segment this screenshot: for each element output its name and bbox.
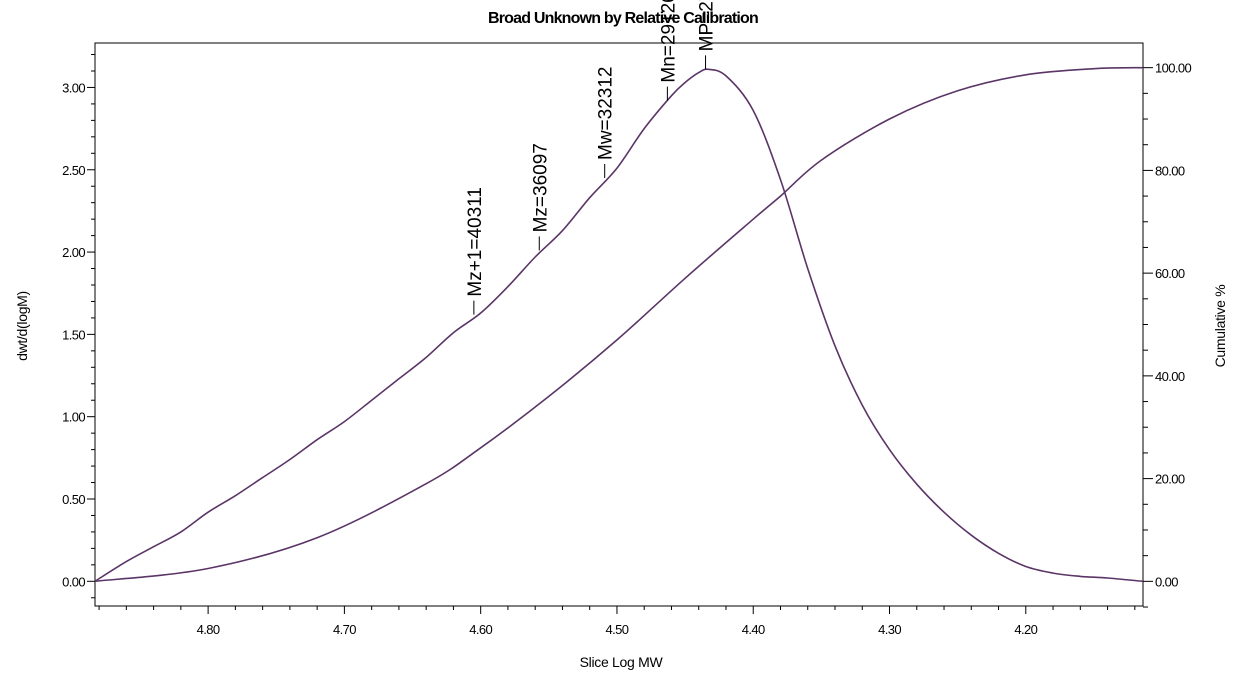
y-tick-label: 1.00 (62, 410, 85, 425)
distribution-series-line (94, 68, 1144, 583)
y-tick-label: 2.50 (62, 163, 85, 178)
series-layer (94, 66, 1144, 583)
y-tick-label: 0.50 (62, 492, 85, 507)
x-tick-label: 4.70 (333, 622, 356, 637)
annotation-label: Mz=36097 (530, 143, 551, 232)
annotation-label: Mw=32312 (596, 67, 617, 160)
annotation-label: MP=27227 (697, 0, 718, 51)
chart-title: Broad Unknown by Relative Calibration (488, 10, 758, 27)
plot-frame (94, 42, 1144, 607)
x-tick-label: 4.80 (197, 622, 220, 637)
x-tick-label: 4.30 (878, 622, 901, 637)
y2-tick-label: 40.00 (1155, 369, 1185, 384)
y-tick-label: 1.50 (62, 327, 85, 342)
annotation-layer: Mz+1=40311 Mz=36097 Mw=32312 Mn=29126 MP=272… (465, 0, 718, 315)
y-tick-label: 2.00 (62, 245, 85, 260)
x-tick-label: 4.50 (606, 622, 629, 637)
x-tick-label: 4.20 (1014, 622, 1037, 637)
y-tick-label: 3.00 (62, 80, 85, 95)
x-tick-label: 4.60 (469, 622, 492, 637)
y2-tick-label: 0.00 (1155, 574, 1178, 589)
y2-tick-label: 100.00 (1155, 61, 1192, 76)
y2-tick-label: 20.00 (1155, 472, 1185, 487)
annotation-label: Mn=29126 (658, 0, 679, 83)
ticks-layer: 4.80 4.70 4.60 4.50 4.40 4.30 4.20 0.00 0.50 1.00… (62, 54, 1192, 637)
y-axis-label: dwt/d(logM) (14, 291, 30, 361)
y2-tick-label: 60.00 (1155, 266, 1185, 281)
annotation-label: Mz+1=40311 (465, 187, 486, 297)
y2-axis-label: Cumulative % (1212, 285, 1228, 368)
x-tick-label: 4.40 (742, 622, 765, 637)
cumulative-series-line (94, 66, 1144, 583)
y2-tick-label: 80.00 (1155, 163, 1185, 178)
y-tick-label: 0.00 (62, 574, 85, 589)
x-axis-label: Slice Log MW (580, 654, 664, 670)
